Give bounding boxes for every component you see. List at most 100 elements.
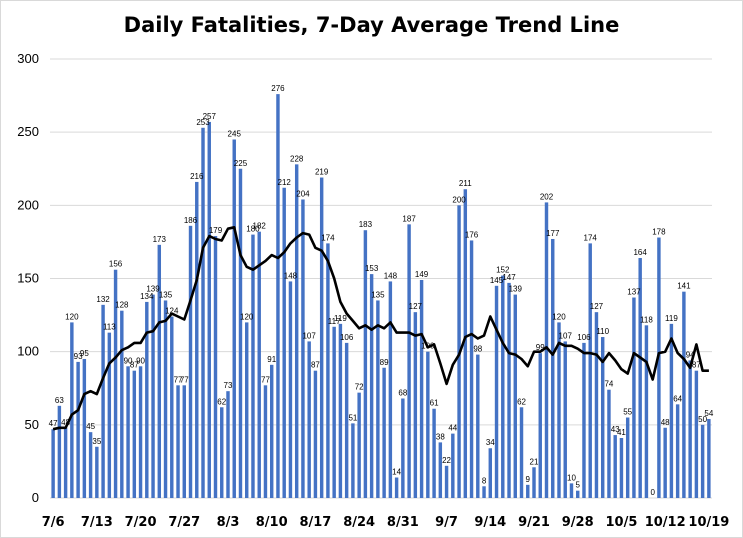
data-label: 48 xyxy=(61,418,70,427)
bar xyxy=(170,316,174,498)
bar xyxy=(276,94,280,499)
data-label: 51 xyxy=(348,413,357,422)
bar xyxy=(294,164,299,499)
bar xyxy=(557,322,561,498)
bar xyxy=(526,484,530,498)
data-label: 183 xyxy=(359,220,373,229)
data-label: 253 xyxy=(196,118,210,127)
data-label: 216 xyxy=(190,172,204,181)
data-label: 8 xyxy=(482,476,487,485)
bar xyxy=(363,230,368,498)
data-label: 127 xyxy=(590,302,604,311)
data-label: 47 xyxy=(49,419,58,428)
bar xyxy=(700,424,705,498)
data-label: 64 xyxy=(673,394,682,403)
bar xyxy=(675,404,680,498)
bar xyxy=(532,467,536,498)
bar xyxy=(107,332,112,498)
data-label: 34 xyxy=(486,438,495,447)
data-label: 99 xyxy=(536,343,545,352)
bar xyxy=(113,269,118,498)
bar xyxy=(638,258,642,498)
bar xyxy=(369,274,374,498)
bar xyxy=(176,385,180,498)
data-label: 200 xyxy=(452,195,466,204)
bar xyxy=(451,433,455,498)
bar xyxy=(57,405,62,498)
bar xyxy=(388,281,393,498)
data-label: 10 xyxy=(567,473,576,482)
bar xyxy=(644,325,649,498)
bar xyxy=(126,366,130,498)
data-label: 22 xyxy=(442,456,451,465)
bar xyxy=(376,300,380,498)
data-label: 93 xyxy=(74,352,83,361)
data-label: 225 xyxy=(234,159,248,168)
bar xyxy=(88,432,93,498)
data-label: 72 xyxy=(355,383,364,392)
data-label: 228 xyxy=(290,154,304,163)
data-label: 48 xyxy=(661,418,670,427)
data-label: 174 xyxy=(321,233,335,242)
bar xyxy=(245,322,249,498)
data-label: 137 xyxy=(627,288,641,297)
data-label: 119 xyxy=(334,314,347,323)
x-tick-label: 9/7 xyxy=(435,515,458,530)
bar xyxy=(438,442,443,498)
bar xyxy=(63,427,68,498)
bar xyxy=(220,407,224,498)
data-label: 128 xyxy=(115,301,129,310)
bar xyxy=(482,486,486,498)
data-label: 202 xyxy=(540,192,554,201)
bar xyxy=(469,240,474,498)
bar xyxy=(344,342,349,498)
chart-title: Daily Fatalities, 7-Day Average Trend Li… xyxy=(123,13,620,37)
data-label: 87 xyxy=(130,361,139,370)
data-label: 62 xyxy=(517,397,526,406)
bar xyxy=(382,367,386,498)
bar xyxy=(288,281,293,498)
bar xyxy=(120,310,124,498)
bar xyxy=(101,304,105,498)
bar xyxy=(569,483,574,498)
bar xyxy=(625,417,630,498)
x-tick-label: 8/31 xyxy=(387,515,419,530)
data-label: 41 xyxy=(617,428,626,437)
bar xyxy=(157,244,162,498)
data-label: 276 xyxy=(271,84,285,93)
bar xyxy=(301,199,305,499)
data-label: 38 xyxy=(436,432,445,441)
data-label: 77 xyxy=(174,375,183,384)
data-label: 212 xyxy=(278,178,292,187)
bar xyxy=(663,427,667,498)
bar xyxy=(76,361,80,498)
bar xyxy=(394,477,399,498)
data-label: 211 xyxy=(459,179,472,188)
data-label: 219 xyxy=(315,168,329,177)
x-tick-label: 10/5 xyxy=(605,515,637,530)
bar xyxy=(494,285,499,498)
data-label: 127 xyxy=(409,302,423,311)
data-label: 120 xyxy=(552,312,566,321)
bar xyxy=(282,187,286,499)
bar xyxy=(619,438,624,498)
data-label: 74 xyxy=(604,380,613,389)
bar xyxy=(226,391,230,498)
x-tick-label: 7/13 xyxy=(81,515,113,530)
data-label: 145 xyxy=(490,276,504,285)
data-label: 98 xyxy=(473,345,482,354)
bar xyxy=(145,301,149,498)
x-tick-label: 10/19 xyxy=(688,515,729,530)
data-label: 21 xyxy=(530,457,539,466)
bar xyxy=(519,407,524,498)
data-label: 91 xyxy=(267,355,276,364)
x-tick-label: 10/12 xyxy=(645,515,686,530)
bar xyxy=(688,360,692,498)
x-tick-label: 8/24 xyxy=(343,515,375,530)
data-label: 107 xyxy=(302,331,316,340)
bar xyxy=(207,121,211,498)
data-label: 148 xyxy=(284,271,298,280)
bar xyxy=(607,389,611,498)
data-label: 135 xyxy=(159,290,173,299)
bar xyxy=(513,294,517,498)
